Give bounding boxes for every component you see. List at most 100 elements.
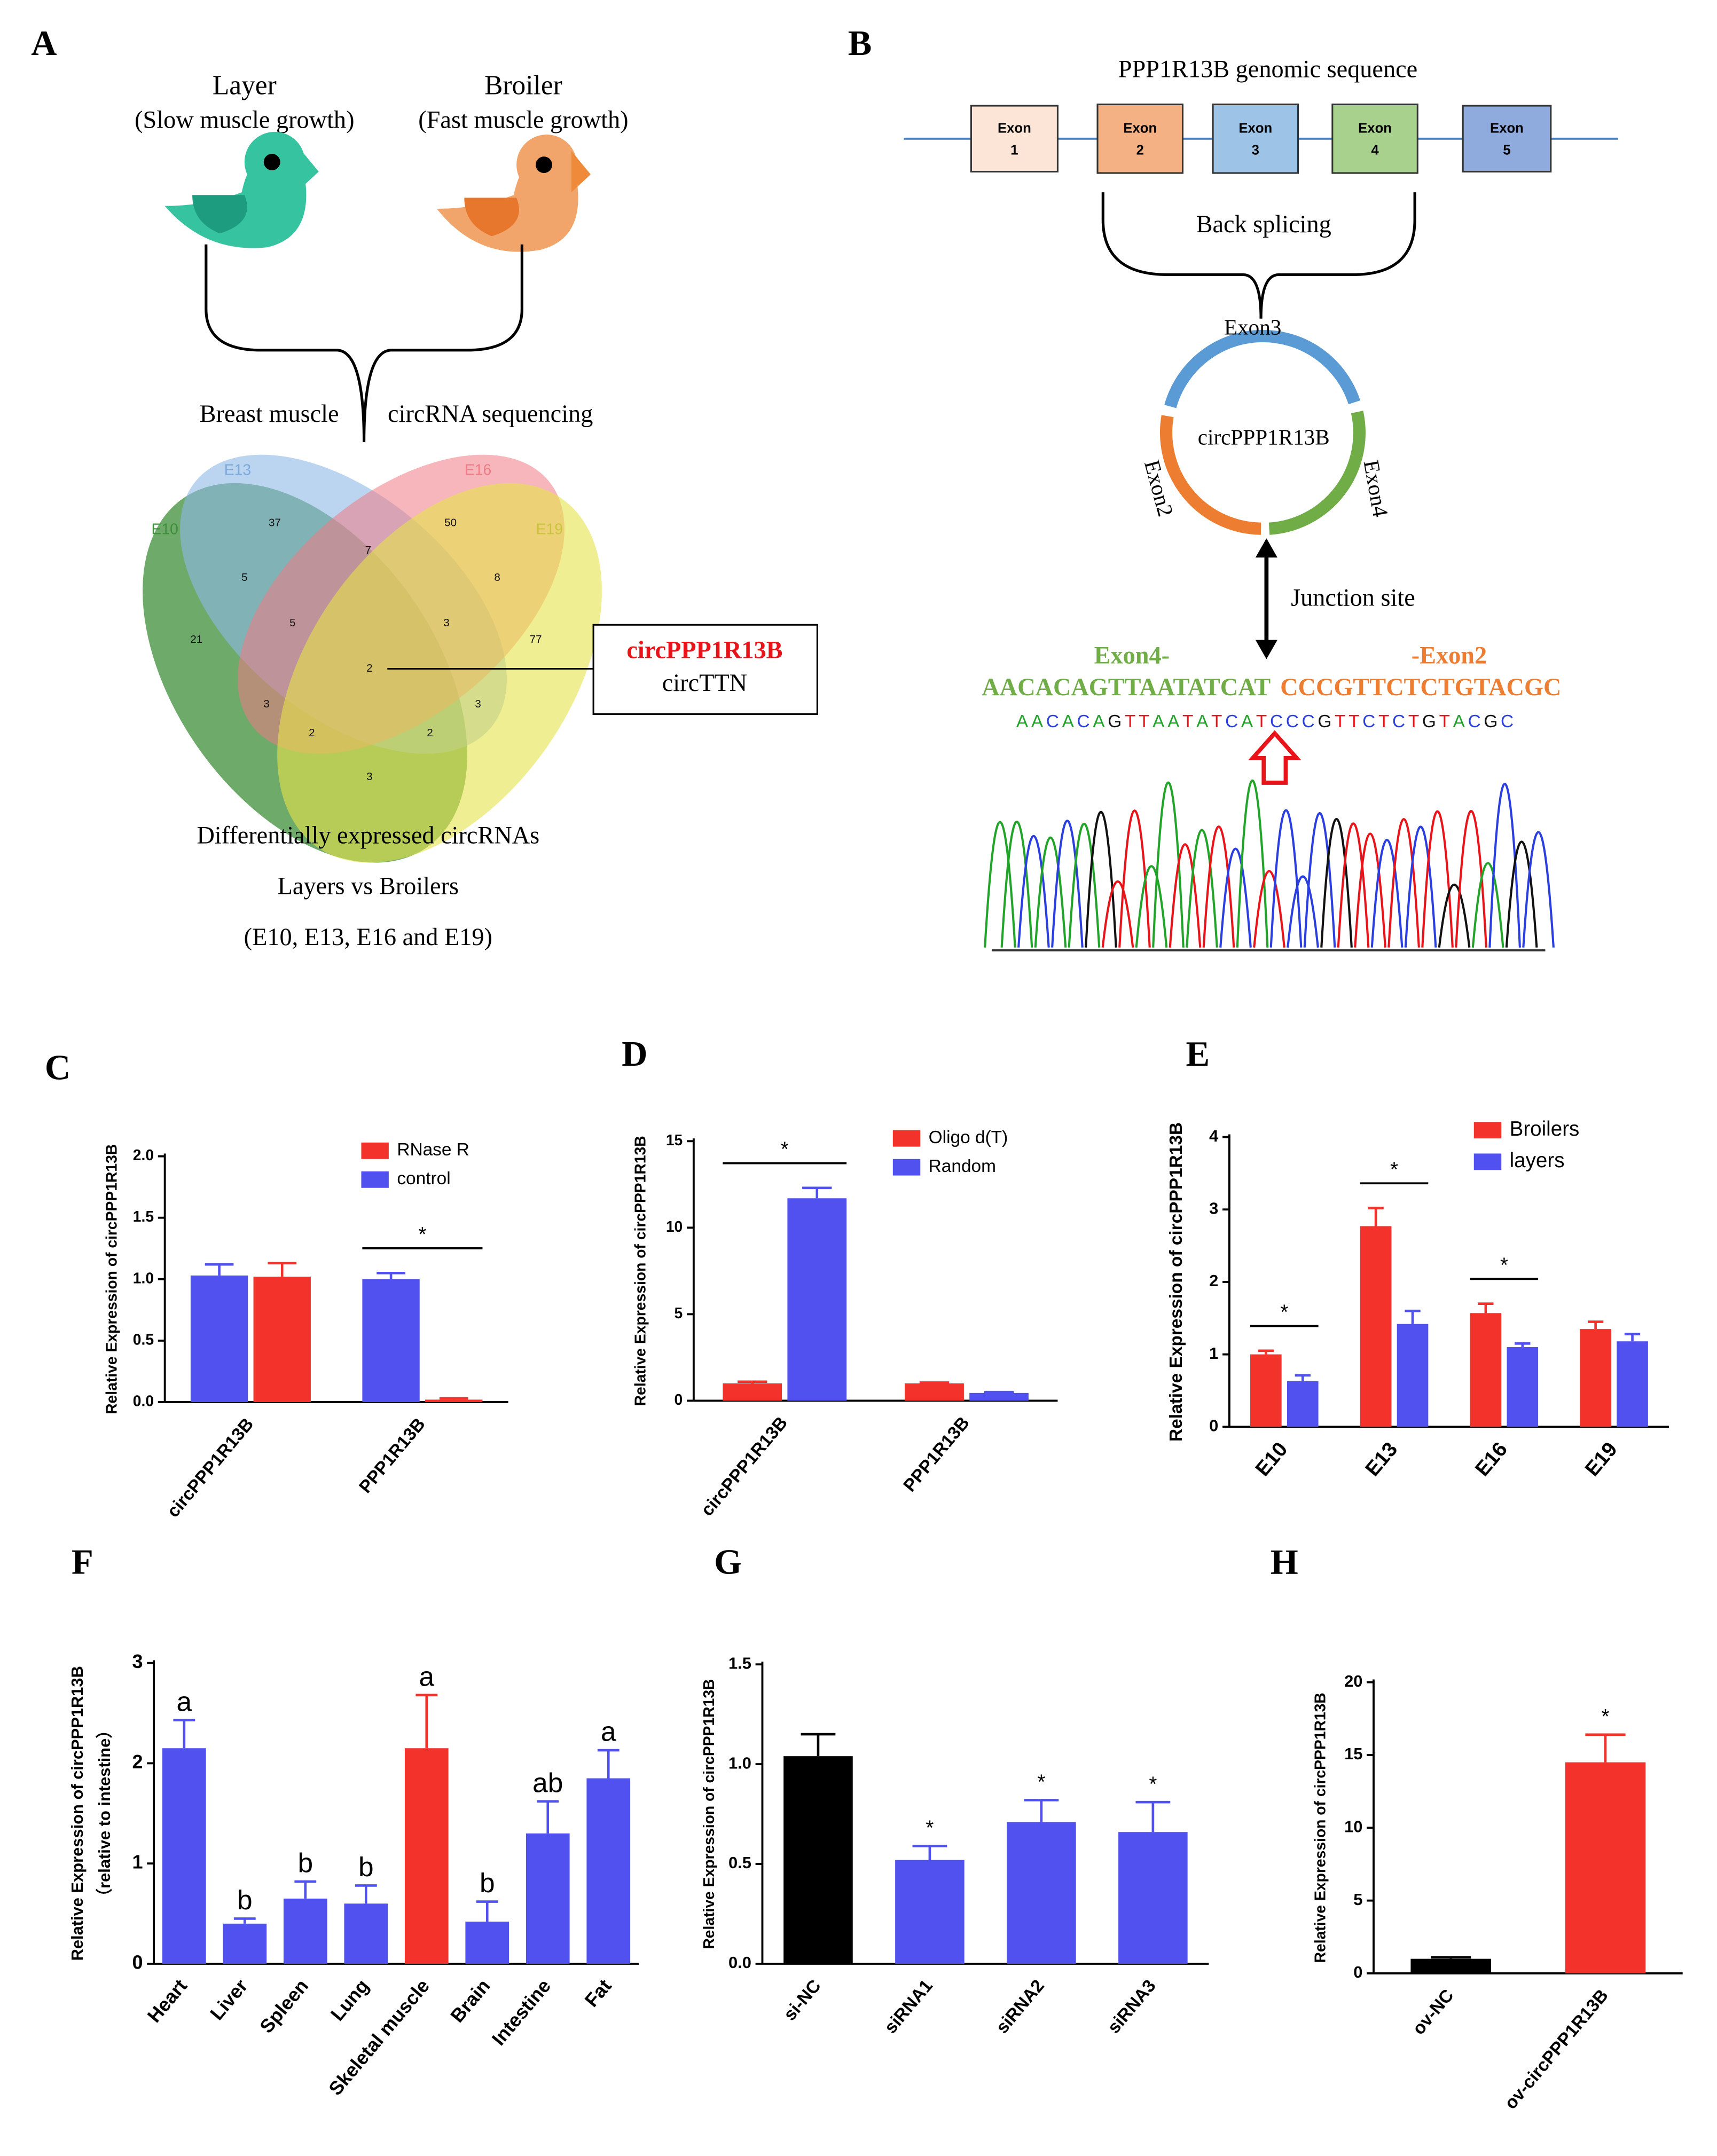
y-tick-label: 0.0 bbox=[133, 1392, 154, 1409]
y-tick-label: 10 bbox=[666, 1218, 683, 1235]
bar bbox=[1565, 1762, 1646, 1973]
y-tick-label: 1.5 bbox=[728, 1654, 751, 1672]
chromatogram-peak bbox=[1051, 820, 1084, 948]
chromatogram-peak bbox=[1488, 783, 1521, 948]
y-axis-label: Relative Expression of circPPP1R13B bbox=[700, 1679, 717, 1949]
bar bbox=[969, 1392, 1029, 1401]
x-tick-label: ov-circPPP1R13B bbox=[1501, 1986, 1612, 2113]
y-tick-label: 1 bbox=[132, 1851, 143, 1873]
gene-title: PPP1R13B genomic sequence bbox=[1118, 56, 1417, 83]
legend-swatch bbox=[892, 1159, 921, 1176]
caption: (E10, E13, E16 and E19) bbox=[244, 924, 492, 951]
bar bbox=[162, 1748, 206, 1964]
venn-count: 50 bbox=[444, 516, 457, 529]
chromatogram-peak bbox=[1421, 810, 1454, 948]
chromatogram-peak bbox=[1017, 835, 1050, 948]
bird-note: (Slow muscle growth) bbox=[135, 107, 354, 134]
bar bbox=[787, 1198, 847, 1401]
y-tick-label: 5 bbox=[675, 1304, 683, 1321]
bar bbox=[895, 1860, 965, 1964]
legend-swatch bbox=[361, 1142, 389, 1159]
significance-label: b bbox=[297, 1847, 313, 1878]
y-axis-label: Relative Expression of circPPP1R13B bbox=[1166, 1122, 1186, 1442]
x-tick-label: Brain bbox=[446, 1975, 495, 2027]
bar bbox=[344, 1903, 388, 1964]
callout-name: circTTN bbox=[662, 670, 747, 697]
significance-label: * bbox=[1149, 1773, 1157, 1796]
bar bbox=[362, 1279, 420, 1402]
legend-label: layers bbox=[1510, 1149, 1565, 1172]
bird-note: (Fast muscle growth) bbox=[418, 107, 628, 134]
x-tick-label: siRNA3 bbox=[1104, 1976, 1160, 2037]
chromatogram-peak bbox=[1000, 820, 1033, 948]
significance-label: a bbox=[419, 1661, 434, 1691]
y-tick-label: 0.5 bbox=[728, 1853, 751, 1872]
callout-box bbox=[592, 624, 818, 715]
y-tick-label: 1.0 bbox=[728, 1753, 751, 1772]
chromatogram bbox=[984, 779, 1555, 948]
venn-count: 2 bbox=[309, 727, 315, 739]
venn-count: 21 bbox=[190, 633, 202, 646]
tissue: Breast muscle bbox=[200, 400, 339, 428]
legend-swatch bbox=[361, 1171, 389, 1188]
chromatogram-peak bbox=[1522, 831, 1555, 948]
junction-label: Junction site bbox=[1291, 585, 1415, 612]
x-tick-label: PPP1R13B bbox=[900, 1413, 974, 1496]
bar bbox=[223, 1923, 267, 1964]
exon-number: 5 bbox=[1503, 143, 1510, 158]
chromatogram-peak bbox=[1236, 779, 1269, 948]
x-tick-label: E13 bbox=[1361, 1438, 1402, 1481]
junction-arrow bbox=[1255, 538, 1277, 659]
bar bbox=[425, 1399, 483, 1402]
junction-seq: AACACAGTTAATATCAT bbox=[982, 674, 1271, 701]
chromatogram-peak bbox=[1438, 884, 1471, 948]
significance-label: * bbox=[418, 1223, 426, 1246]
y-tick-label: 0 bbox=[1353, 1963, 1362, 1981]
venn-set bbox=[277, 483, 602, 863]
venn-count: 2 bbox=[427, 727, 433, 739]
bar bbox=[1007, 1822, 1076, 1964]
x-tick-label: Lung bbox=[326, 1975, 373, 2025]
y-tick-label: 2 bbox=[132, 1751, 143, 1773]
significance-label: a bbox=[601, 1716, 616, 1747]
x-tick-label: E10 bbox=[1251, 1438, 1292, 1481]
venn-set-label: E10 bbox=[151, 520, 178, 537]
chromatogram-peak bbox=[1219, 847, 1252, 948]
significance-label: b bbox=[237, 1884, 253, 1915]
y-tick-label: 2.0 bbox=[133, 1146, 154, 1163]
significance-label: * bbox=[1037, 1771, 1045, 1794]
chromatogram-peak bbox=[984, 821, 1016, 948]
chromatogram-peak bbox=[1186, 829, 1218, 948]
venn-set-label: E13 bbox=[224, 461, 251, 478]
bar bbox=[526, 1833, 570, 1964]
charts: C 0.0 0.5 1.0 1.5 2.0 Relative Expression of c… bbox=[45, 1034, 1683, 2113]
x-tick-label: Heart bbox=[143, 1975, 192, 2027]
exon-name: Exon bbox=[998, 121, 1031, 136]
bar bbox=[723, 1383, 782, 1401]
venn-count: 3 bbox=[366, 770, 372, 783]
venn-labels: E10 E13 E16 E19 37 50 7 5 8 21 5 3 77 2 3 3 2 2 3 bbox=[151, 461, 562, 783]
significance-label: * bbox=[781, 1138, 789, 1161]
significance-label: * bbox=[926, 1817, 934, 1840]
x-tick-label: ov-NC bbox=[1409, 1986, 1458, 2039]
chromatogram-peak bbox=[1034, 836, 1067, 948]
chromatogram-peak bbox=[1320, 817, 1353, 948]
legend-label: Oligo d(T) bbox=[929, 1128, 1008, 1147]
x-tick-label: E19 bbox=[1581, 1438, 1622, 1481]
exon-box bbox=[1212, 103, 1299, 174]
bar bbox=[1360, 1226, 1392, 1427]
venn-count: 2 bbox=[366, 662, 372, 674]
venn-count: 5 bbox=[241, 571, 247, 584]
sequencing-read: AACACAGTTAATATCATCCCGTTCTCTGTACGC bbox=[1016, 712, 1517, 731]
bar bbox=[1580, 1329, 1611, 1427]
chromatogram-peak bbox=[1068, 822, 1101, 948]
y-tick-label: 0.5 bbox=[133, 1331, 154, 1348]
x-tick-label: si-NC bbox=[780, 1976, 825, 2025]
venn-count: 37 bbox=[269, 516, 281, 529]
method: circRNA sequencing bbox=[388, 400, 593, 428]
legend-label: control bbox=[397, 1169, 450, 1189]
brace bbox=[205, 244, 523, 443]
y-tick-label: 0.0 bbox=[728, 1953, 751, 1972]
